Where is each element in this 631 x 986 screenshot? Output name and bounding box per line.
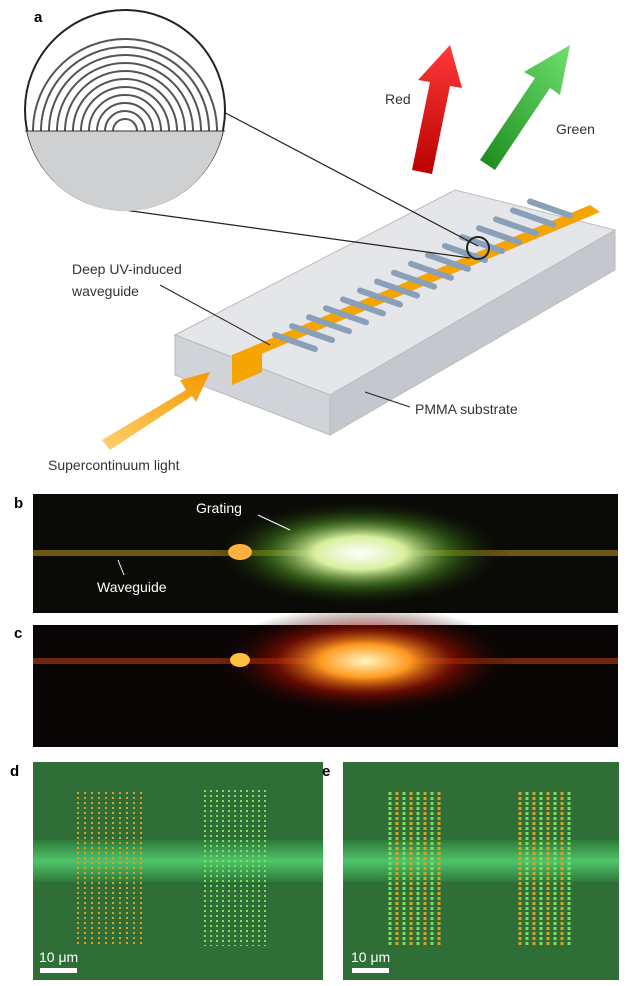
green-arrow [480, 45, 570, 170]
panel-d: d 10 μm [10, 762, 323, 980]
figure: a Red Green Deep UV-induced waveguide PM… [0, 0, 631, 986]
label: Red [385, 91, 411, 107]
spot [230, 653, 250, 667]
panel-c: c [14, 606, 618, 747]
panel-label: b [14, 495, 23, 512]
label: Waveguide [97, 579, 167, 595]
waveguide-band [33, 840, 323, 882]
panel-label: a [34, 9, 43, 26]
label: Deep UV-induced [72, 261, 182, 277]
panel-label: c [14, 625, 22, 642]
scale-label: 10 μm [39, 949, 78, 965]
panel-e: e 10 μm [322, 762, 619, 980]
panel-b: b Grating Waveguide [14, 494, 618, 613]
grating-glow [210, 498, 510, 608]
label: Grating [196, 500, 242, 516]
waveguide-band [343, 840, 619, 882]
panel-a: a Red Green Deep UV-induced waveguide PM… [25, 9, 615, 473]
panel-label: e [322, 763, 330, 780]
label: Green [556, 121, 595, 137]
spot [228, 544, 252, 560]
grating-glow [215, 606, 515, 716]
substrate-section [27, 131, 223, 211]
label: waveguide [71, 283, 139, 299]
scale-label: 10 μm [351, 949, 390, 965]
panel-label: d [10, 763, 19, 780]
input-arrow [102, 372, 210, 450]
label: Supercontinuum light [48, 457, 180, 473]
scale-bar [40, 968, 77, 973]
label: PMMA substrate [415, 401, 518, 417]
red-arrow [412, 45, 462, 174]
scale-bar [352, 968, 389, 973]
